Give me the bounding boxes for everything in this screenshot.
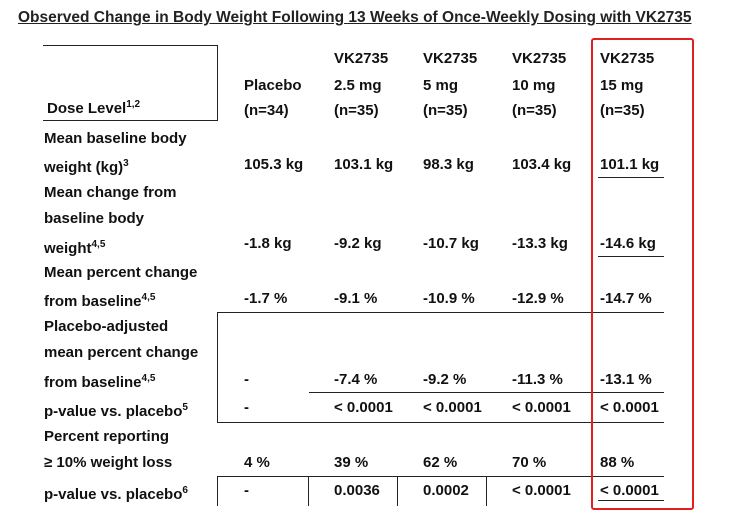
cell-baseline-weight-15mg: 101.1 kg	[600, 156, 660, 173]
cell-pvalue1-5mg: < 0.0001	[423, 399, 482, 416]
header-box-top	[43, 45, 218, 46]
cell-pvalue1-placebo: -	[244, 399, 249, 416]
cell-change-weight-10mg: -13.3 kg	[512, 235, 568, 252]
row-divider	[598, 256, 664, 257]
row-label-pvalue-1: p-value vs. placebo5	[44, 402, 188, 420]
col-header-2-5mg-line3: (n=35)	[334, 102, 379, 119]
cell-baseline-weight-10mg: 103.4 kg	[512, 156, 572, 173]
row-label-placebo-adjusted-line1: Placebo-adjusted	[44, 318, 169, 335]
cell-pct-reporting-10mg: 70 %	[512, 454, 547, 471]
cell-pvalue1-2-5mg: < 0.0001	[334, 399, 393, 416]
table-divider	[218, 476, 664, 477]
row-label-pct-change-line1: Mean percent change	[44, 264, 198, 281]
col-header-2-5mg-line1: VK2735	[334, 50, 389, 67]
col-header-placebo-line2: Placebo	[244, 77, 302, 94]
cell-pct-change-5mg: -10.9 %	[423, 290, 475, 307]
highlight-box-15mg	[591, 38, 694, 510]
cell-baseline-weight-placebo: 105.3 kg	[244, 156, 304, 173]
col-header-5mg-line1: VK2735	[423, 50, 478, 67]
cell-change-weight-placebo: -1.8 kg	[244, 235, 292, 252]
row-label-pct-change-line2: from baseline4,5	[44, 292, 156, 310]
row-label-placebo-adjusted-line2: mean percent change	[44, 344, 199, 361]
row-label-baseline-weight-line1: Mean baseline body	[44, 130, 187, 147]
cell-pvalue1-10mg: < 0.0001	[512, 399, 571, 416]
row-label-baseline-weight-line2: weight (kg)3	[44, 158, 129, 176]
cell-change-weight-15mg: -14.6 kg	[600, 235, 656, 252]
cell-change-weight-5mg: -10.7 kg	[423, 235, 479, 252]
cell-pct-reporting-2-5mg: 39 %	[334, 454, 369, 471]
col-header-15mg-line3: (n=35)	[600, 102, 645, 119]
col-header-10mg-line2: 10 mg	[512, 77, 556, 94]
row-divider	[218, 422, 664, 423]
col-header-5mg-line3: (n=35)	[423, 102, 468, 119]
col-header-5mg-line2: 5 mg	[423, 77, 459, 94]
cell-pct-change-placebo: -1.7 %	[244, 290, 288, 307]
cell-pvalue2-2-5mg: 0.0036	[334, 482, 380, 499]
cell-placebo-adjusted-15mg: -13.1 %	[600, 371, 652, 388]
row-divider	[598, 500, 664, 501]
header-box-bottom	[43, 120, 218, 121]
header-box-right	[217, 45, 218, 120]
cell-pvalue2-10mg: < 0.0001	[512, 482, 571, 499]
cell-pct-change-15mg: -14.7 %	[600, 290, 652, 307]
row-label-pct-reporting-line2: ≥ 10% weight loss	[44, 454, 173, 471]
cell-pct-reporting-placebo: 4 %	[244, 454, 270, 471]
cell-placebo-adjusted-10mg: -11.3 %	[512, 371, 563, 388]
row-label-placebo-adjusted-line3: from baseline4,5	[44, 373, 156, 391]
cell-pvalue2-15mg: < 0.0001	[600, 482, 659, 499]
cell-placebo-adjusted-5mg: -9.2 %	[423, 371, 467, 388]
row-label-change-weight-line1: Mean change from	[44, 184, 177, 201]
cell-placebo-adjusted-2-5mg: -7.4 %	[334, 371, 378, 388]
col-header-15mg-line1: VK2735	[600, 50, 655, 67]
table-divider-vertical	[217, 312, 218, 423]
cell-pvalue1-15mg: < 0.0001	[600, 399, 659, 416]
table-title: Observed Change in Body Weight Following…	[18, 9, 692, 26]
cell-baseline-weight-5mg: 98.3 kg	[423, 156, 474, 173]
row-divider	[309, 392, 664, 393]
cell-pvalue2-placebo: -	[244, 482, 249, 499]
cell-pct-change-2-5mg: -9.1 %	[334, 290, 378, 307]
table-divider-vertical	[217, 476, 218, 506]
row-divider	[598, 177, 664, 178]
dose-level-label: Dose Level1,2	[47, 99, 141, 117]
col-header-10mg-line1: VK2735	[512, 50, 567, 67]
cell-pvalue2-5mg: 0.0002	[423, 482, 469, 499]
col-header-15mg-line2: 15 mg	[600, 77, 644, 94]
row-label-change-weight-line3: weight4,5	[44, 239, 106, 257]
cell-pct-reporting-5mg: 62 %	[423, 454, 458, 471]
col-header-2-5mg-line2: 2.5 mg	[334, 77, 382, 94]
cell-change-weight-2-5mg: -9.2 kg	[334, 235, 382, 252]
col-header-placebo-line3: (n=34)	[244, 102, 289, 119]
table-divider-vertical	[397, 476, 398, 506]
row-label-change-weight-line2: baseline body	[44, 210, 145, 227]
col-header-10mg-line3: (n=35)	[512, 102, 557, 119]
table-divider-vertical	[486, 476, 487, 506]
cell-placebo-adjusted-placebo: -	[244, 371, 249, 388]
row-label-pct-reporting-line1: Percent reporting	[44, 428, 170, 445]
table-divider-vertical	[308, 476, 309, 506]
row-label-pvalue-2: p-value vs. placebo6	[44, 485, 188, 503]
table-divider	[218, 312, 664, 313]
cell-pct-reporting-15mg: 88 %	[600, 454, 635, 471]
cell-baseline-weight-2-5mg: 103.1 kg	[334, 156, 394, 173]
cell-pct-change-10mg: -12.9 %	[512, 290, 564, 307]
